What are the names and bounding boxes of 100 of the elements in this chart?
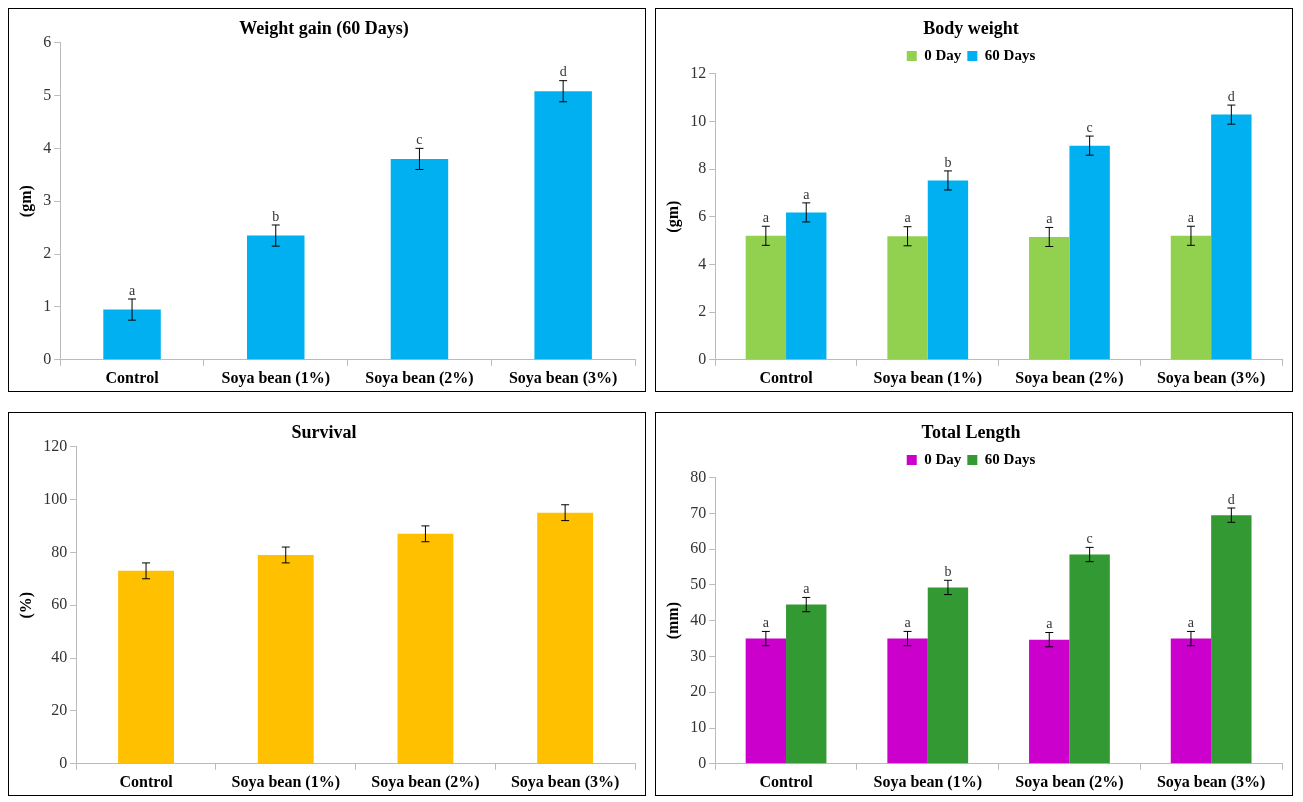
data-label: a — [1046, 211, 1054, 227]
x-tick-label: Soya bean (2%) — [1015, 772, 1124, 791]
bar — [927, 180, 969, 360]
y-tick-label: 2 — [43, 244, 52, 262]
x-tick-label: Soya bean (1%) — [231, 772, 340, 791]
bar — [745, 638, 787, 764]
y-axis-title: (gm) — [663, 200, 682, 233]
y-tick-label: 20 — [51, 701, 68, 719]
y-axis-title: (mm) — [663, 602, 682, 640]
y-tick-label: 20 — [690, 682, 707, 700]
x-tick-label: Soya bean (3%) — [1156, 772, 1266, 791]
y-tick-label: 12 — [690, 63, 707, 81]
y-tick-label: 80 — [690, 467, 707, 485]
y-axis-title: (%) — [16, 591, 35, 619]
data-label: a — [803, 581, 811, 597]
y-tick-label: 0 — [59, 754, 68, 771]
data-label: a — [1187, 615, 1195, 631]
bar — [1029, 639, 1070, 764]
y-tick-label: 3 — [43, 191, 52, 209]
data-label: a — [1046, 616, 1054, 632]
y-tick-label: 40 — [51, 648, 68, 666]
legend-label: 60 Days — [984, 46, 1036, 63]
y-tick-label: 120 — [43, 436, 68, 454]
bar — [397, 533, 454, 764]
y-tick-label: 0 — [698, 350, 707, 367]
x-tick-label: Soya bean (3%) — [510, 772, 620, 791]
bar — [786, 212, 827, 360]
y-tick-label: 6 — [43, 32, 52, 50]
y-tick-label: 70 — [690, 503, 707, 521]
y-tick-label: 50 — [690, 575, 707, 593]
bar — [745, 235, 787, 360]
data-label: a — [904, 615, 912, 631]
x-tick-label: Control — [759, 772, 814, 790]
data-label: d — [1227, 88, 1235, 104]
data-label: d — [559, 64, 567, 80]
y-tick-label: 10 — [690, 111, 707, 129]
bar — [927, 587, 969, 764]
bar — [390, 158, 449, 360]
legend-label: 60 Days — [984, 450, 1036, 467]
bar — [786, 604, 827, 764]
bar — [887, 638, 928, 764]
y-tick-label: 40 — [690, 610, 707, 628]
data-label: c — [416, 132, 423, 148]
legend-label: 0 Day — [924, 46, 962, 63]
y-tick-label: 5 — [43, 85, 52, 103]
x-tick-label: Soya bean (1%) — [873, 368, 982, 387]
bar — [1069, 145, 1110, 360]
x-tick-label: Soya bean (2%) — [371, 772, 480, 791]
chart-title: Total Length — [921, 422, 1021, 443]
x-tick-label: Soya bean (2%) — [1015, 368, 1124, 387]
data-label: b — [272, 208, 280, 224]
x-tick-label: Soya bean (3%) — [1156, 368, 1266, 387]
y-tick-label: 1 — [43, 297, 52, 315]
bar — [1211, 114, 1252, 360]
x-tick-label: Soya bean (3%) — [508, 368, 618, 387]
y-tick-label: 10 — [690, 718, 707, 736]
bar — [257, 554, 314, 764]
bar — [1170, 235, 1212, 360]
bar — [887, 236, 928, 360]
y-tick-label: 8 — [698, 159, 707, 177]
y-tick-label: 0 — [698, 754, 707, 771]
bar — [534, 91, 592, 360]
x-tick-label: Control — [759, 368, 814, 386]
chart-title: Weight gain (60 Days) — [239, 18, 409, 40]
x-tick-label: Soya bean (2%) — [365, 368, 474, 387]
bar — [1029, 236, 1070, 360]
legend-label: 0 Day — [924, 450, 962, 467]
y-tick-label: 60 — [51, 595, 68, 613]
x-tick-label: Soya bean (1%) — [873, 772, 982, 791]
y-tick-label: 6 — [698, 206, 707, 224]
data-label: c — [1086, 119, 1093, 135]
bar — [103, 309, 161, 360]
y-tick-label: 30 — [690, 646, 707, 664]
y-axis-title: (gm) — [16, 185, 35, 218]
data-label: c — [1086, 531, 1093, 547]
y-tick-label: 100 — [43, 489, 68, 507]
y-tick-label: 60 — [690, 539, 707, 557]
bar — [118, 570, 174, 764]
y-tick-label: 4 — [43, 138, 52, 156]
data-label: a — [803, 186, 811, 202]
data-label: a — [762, 615, 770, 631]
x-tick-label: Control — [119, 772, 174, 790]
bar — [247, 235, 305, 360]
data-label: b — [944, 563, 952, 579]
x-tick-label: Control — [105, 368, 160, 386]
y-tick-label: 2 — [698, 302, 707, 320]
chart-title: Body weight — [923, 18, 1019, 39]
data-label: a — [128, 282, 136, 298]
y-tick-label: 4 — [698, 254, 707, 272]
x-tick-label: Soya bean (1%) — [221, 368, 330, 387]
bar — [537, 512, 594, 764]
data-label: a — [1187, 209, 1195, 225]
bar — [1069, 554, 1110, 764]
data-label: a — [762, 209, 770, 225]
bar — [1170, 638, 1212, 764]
data-label: b — [944, 154, 952, 170]
y-tick-label: 0 — [43, 350, 52, 367]
bar — [1211, 515, 1252, 764]
y-tick-label: 80 — [51, 542, 68, 560]
data-label: d — [1227, 491, 1235, 507]
